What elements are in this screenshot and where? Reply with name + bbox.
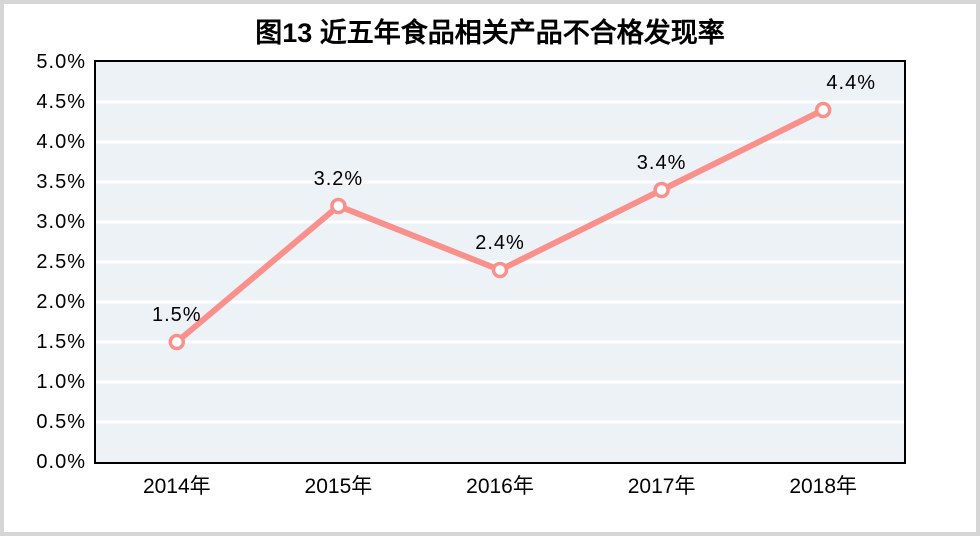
x-axis-label: 2018年 <box>789 475 858 498</box>
data-point-marker <box>168 333 186 351</box>
y-axis-tick-label: 0.5% <box>36 411 86 433</box>
data-label: 1.5% <box>152 304 202 326</box>
y-axis-tick-label: 4.5% <box>36 91 86 113</box>
data-label: 3.2% <box>313 168 364 190</box>
data-label: 2.4% <box>475 232 525 254</box>
data-point-marker <box>491 261 509 279</box>
y-axis-tick-label: 3.0% <box>36 211 86 233</box>
x-axis-label: 2016年 <box>466 475 534 498</box>
trend-line <box>173 107 827 345</box>
y-axis-tick-label: 1.5% <box>36 331 86 353</box>
y-axis-tick-label: 5.0% <box>36 51 86 73</box>
x-axis-label: 2014年 <box>142 475 211 498</box>
chart-title: 图13 近五年食品相关产品不合格发现率 <box>255 18 725 48</box>
y-axis-tick-label: 1.0% <box>36 371 86 393</box>
data-point-marker <box>814 101 832 119</box>
data-point-marker <box>653 181 670 199</box>
data-point-marker <box>330 197 347 215</box>
y-axis-tick-label: 0.0% <box>36 451 86 473</box>
y-axis-tick-label: 2.5% <box>36 251 86 273</box>
data-label: 4.4% <box>826 72 876 94</box>
y-axis-tick-label: 3.5% <box>36 171 86 193</box>
plot-area <box>94 60 906 464</box>
y-axis-tick-label: 2.0% <box>36 291 86 313</box>
data-label: 3.4% <box>636 152 687 174</box>
x-axis-label: 2015年 <box>304 475 373 498</box>
x-axis-label: 2017年 <box>627 475 696 498</box>
plot-canvas <box>96 100 904 424</box>
y-axis-tick-label: 4.0% <box>36 131 86 153</box>
